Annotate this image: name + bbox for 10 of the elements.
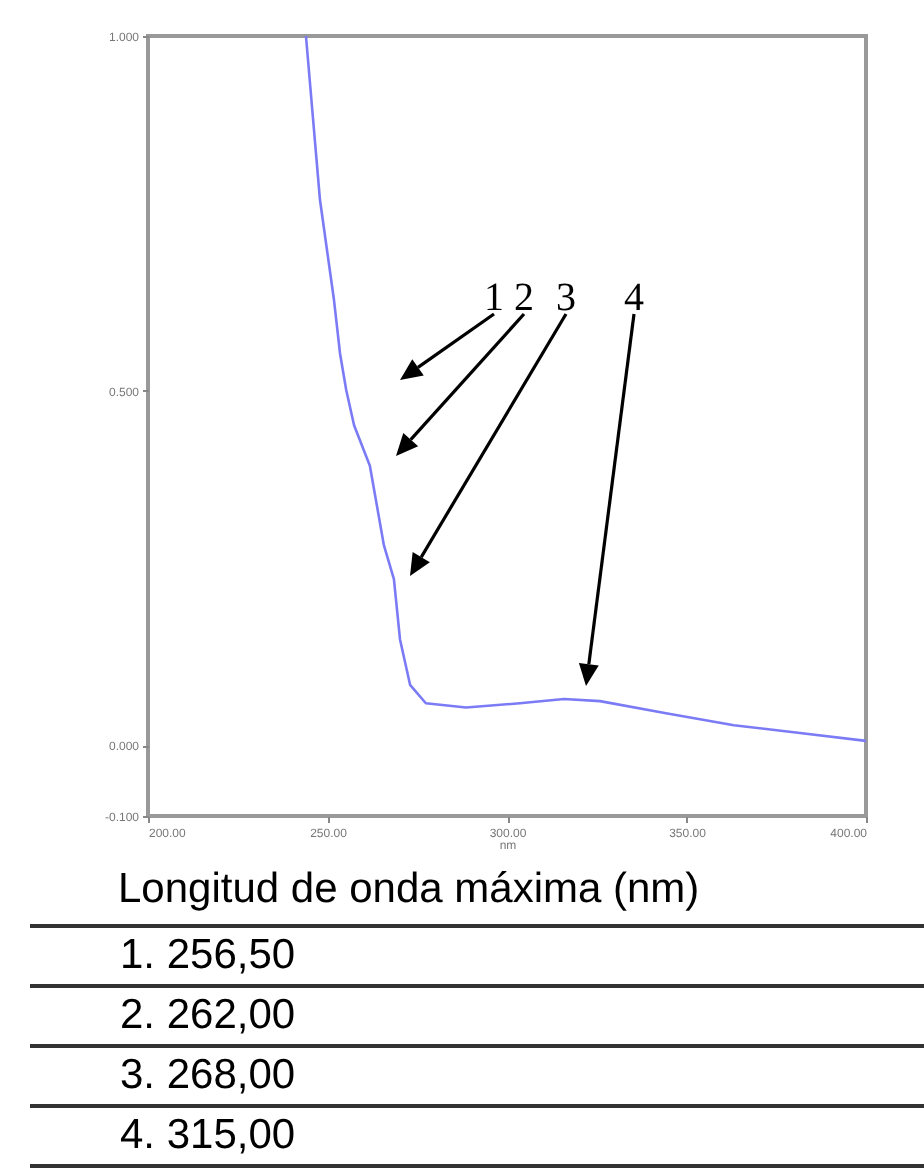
annotation: 4 — [624, 276, 644, 320]
text: Longitud de onda máxima (nm) — [30, 860, 924, 928]
text: 1. 256,50 — [30, 928, 924, 988]
text: 2. 262,00 — [30, 988, 924, 1048]
annotation: 1 — [484, 276, 504, 320]
annotation: 3 — [556, 276, 576, 320]
annotation: 2 — [514, 276, 534, 320]
text: 4. 315,00 — [30, 1108, 924, 1168]
text: 3. 268,00 — [30, 1048, 924, 1108]
line-series — [304, 34, 868, 743]
